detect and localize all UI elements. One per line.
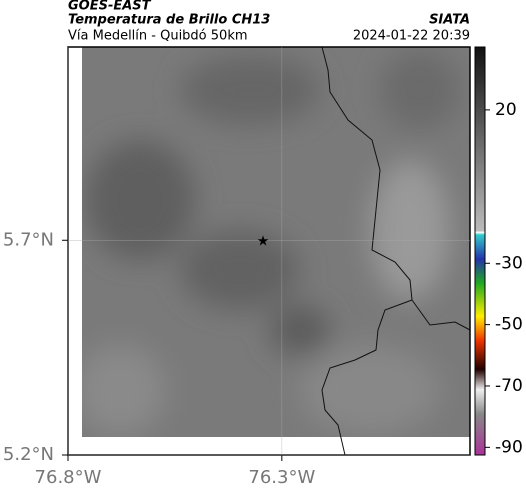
y-tick-label: 5.2°N xyxy=(3,444,54,465)
caption: Vía Medellín - Quibdó 50km xyxy=(68,29,248,44)
colorbar xyxy=(474,46,486,456)
border xyxy=(321,299,413,456)
source: SIATA xyxy=(429,13,470,28)
colorbar-tick-label: -90 xyxy=(495,437,523,457)
location-marker: ★ xyxy=(257,233,270,249)
colorbar-tick-label: -50 xyxy=(495,315,523,335)
border xyxy=(321,46,471,331)
y-tick-label: 5.7°N xyxy=(3,229,54,250)
satellite-image xyxy=(82,47,470,437)
colorbar-tick-label: -30 xyxy=(495,253,523,273)
colorbar-tick-label: 20 xyxy=(495,100,517,120)
subtitle: Temperatura de Brillo CH13 xyxy=(68,13,270,28)
timestamp: 2024-01-22 20:39 xyxy=(353,29,470,44)
x-tick-label: 76.3°W xyxy=(248,467,315,488)
colorbar-tick-label: -70 xyxy=(495,376,523,396)
x-tick-label: 76.8°W xyxy=(35,467,102,488)
title: GOES-EAST xyxy=(68,0,152,14)
